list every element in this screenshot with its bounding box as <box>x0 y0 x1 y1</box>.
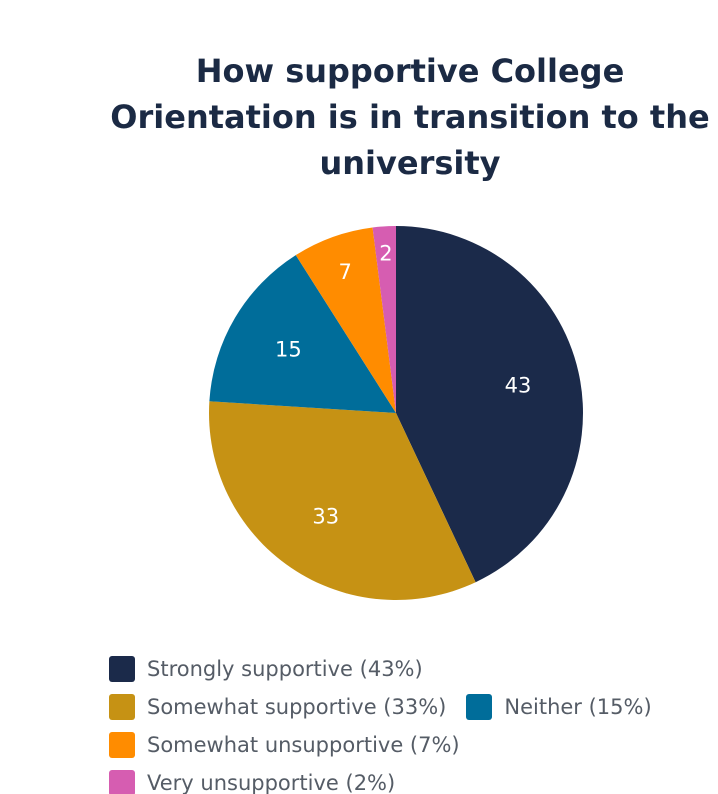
pie-slice-somewhat-unsupportive[interactable] <box>295 227 396 413</box>
pie-slice-somewhat-supportive[interactable] <box>208 401 476 600</box>
legend-row: Strongly supportive (43%) <box>109 650 672 688</box>
legend-swatch <box>466 694 493 720</box>
legend-item-strongly-supportive[interactable]: Strongly supportive (43%) <box>109 656 423 682</box>
legend-row: Somewhat supportive (33%) Neither (15%) <box>109 688 672 726</box>
slice-label-very-unsupportive: 2 <box>379 241 392 265</box>
chart-title-line-3: university <box>319 144 501 182</box>
legend-label: Somewhat unsupportive (7%) <box>147 733 460 757</box>
legend-label: Very unsupportive (2%) <box>147 771 396 794</box>
legend-label: Strongly supportive (43%) <box>147 657 423 681</box>
legend-swatch <box>109 656 135 682</box>
legend-row: Very unsupportive (2%) <box>109 764 672 794</box>
slice-label-strongly-supportive: 43 <box>505 374 532 398</box>
legend-swatch <box>109 770 135 794</box>
legend-label: Somewhat supportive (33%) <box>147 695 447 719</box>
legend-item-neither[interactable]: Neither (15%) <box>466 694 652 720</box>
chart-title-line-1: How supportive College <box>195 52 625 90</box>
pie-slice-neither[interactable] <box>209 255 396 413</box>
slice-label-somewhat-supportive: 33 <box>312 504 339 528</box>
chart-title: How supportive College Orientation is in… <box>60 48 718 186</box>
legend-swatch <box>109 694 135 720</box>
legend-item-very-unsupportive[interactable]: Very unsupportive (2%) <box>109 770 395 794</box>
legend-swatch <box>109 732 135 758</box>
pie-slice-very-unsupportive[interactable] <box>372 226 396 413</box>
legend-item-somewhat-unsupportive[interactable]: Somewhat unsupportive (7%) <box>109 732 460 758</box>
legend: Strongly supportive (43%) Somewhat suppo… <box>109 650 672 794</box>
slice-label-somewhat-unsupportive: 7 <box>339 260 352 284</box>
legend-item-somewhat-supportive[interactable]: Somewhat supportive (33%) <box>109 694 446 720</box>
chart-title-line-2: Orientation is in transition to the <box>110 98 710 136</box>
legend-label: Neither (15%) <box>504 695 652 719</box>
legend-row: Somewhat unsupportive (7%) <box>109 726 672 764</box>
slice-label-neither: 15 <box>275 337 302 361</box>
pie-slice-strongly-supportive[interactable] <box>396 226 583 583</box>
